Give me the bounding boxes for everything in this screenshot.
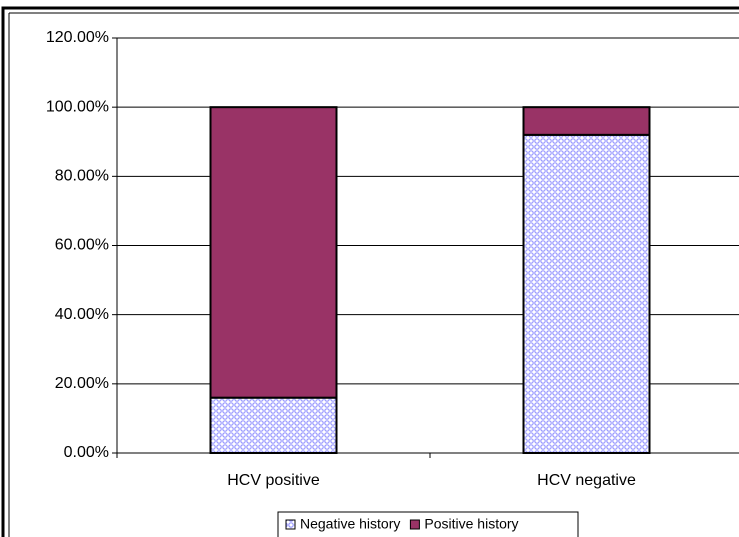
y-tick-label: 60.00% bbox=[55, 237, 109, 254]
y-tick-label: 0.00% bbox=[64, 444, 109, 461]
legend-swatch bbox=[409, 519, 420, 530]
legend-label: Negative history bbox=[300, 516, 400, 532]
legend-swatch bbox=[285, 519, 296, 530]
y-tick-label: 20.00% bbox=[55, 375, 109, 392]
bar-segment bbox=[522, 133, 651, 454]
frame bbox=[1, 6, 739, 537]
y-tick-label: 40.00% bbox=[55, 306, 109, 323]
y-tick-label: 100.00% bbox=[46, 98, 109, 115]
legend-box bbox=[277, 511, 579, 537]
bar-segment bbox=[209, 106, 338, 399]
legend-label: Positive history bbox=[424, 516, 518, 532]
y-tick-label: 80.00% bbox=[55, 168, 109, 185]
bar-segment bbox=[522, 106, 651, 136]
x-tick-label: HCV positive bbox=[227, 472, 320, 489]
y-tick-label: 120.00% bbox=[46, 29, 109, 46]
x-tick-label: HCV negative bbox=[537, 472, 636, 489]
bar-segment bbox=[209, 396, 338, 454]
